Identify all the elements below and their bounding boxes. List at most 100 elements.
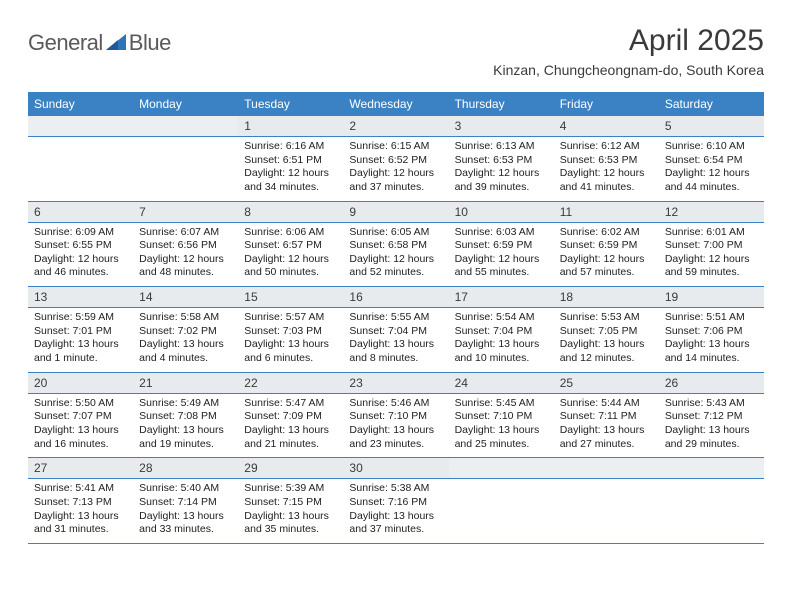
day-number: 26 [659,373,764,393]
day-data: Sunrise: 5:45 AMSunset: 7:10 PMDaylight:… [449,394,554,458]
day-data: Sunrise: 5:40 AMSunset: 7:14 PMDaylight:… [133,479,238,543]
day-data: Sunrise: 5:59 AMSunset: 7:01 PMDaylight:… [28,308,133,372]
day-number: 16 [343,287,448,307]
day-number: 4 [554,116,659,136]
day-data-cell: Sunrise: 5:47 AMSunset: 7:09 PMDaylight:… [238,393,343,458]
day-number: 30 [343,458,448,478]
day-number: 9 [343,202,448,222]
day-number-cell: 17 [449,287,554,308]
day-number: 20 [28,373,133,393]
day-data [554,479,659,539]
day-number-cell [554,458,659,479]
day-number-cell: 3 [449,116,554,137]
day-number: 6 [28,202,133,222]
day-data-cell: Sunrise: 5:59 AMSunset: 7:01 PMDaylight:… [28,308,133,373]
day-number-cell: 22 [238,372,343,393]
day-number: 7 [133,202,238,222]
day-data-cell: Sunrise: 5:39 AMSunset: 7:15 PMDaylight:… [238,479,343,544]
day-data: Sunrise: 6:05 AMSunset: 6:58 PMDaylight:… [343,223,448,287]
day-data: Sunrise: 5:54 AMSunset: 7:04 PMDaylight:… [449,308,554,372]
day-number: 17 [449,287,554,307]
weekday-header-cell: Monday [133,92,238,116]
day-number: 19 [659,287,764,307]
day-data: Sunrise: 6:07 AMSunset: 6:56 PMDaylight:… [133,223,238,287]
day-data: Sunrise: 6:12 AMSunset: 6:53 PMDaylight:… [554,137,659,201]
day-number [133,116,238,136]
day-data-cell: Sunrise: 6:03 AMSunset: 6:59 PMDaylight:… [449,222,554,287]
day-data-cell: Sunrise: 5:40 AMSunset: 7:14 PMDaylight:… [133,479,238,544]
day-number: 22 [238,373,343,393]
day-number: 10 [449,202,554,222]
day-data-cell [28,137,133,202]
weekday-header-cell: Tuesday [238,92,343,116]
day-data-cell: Sunrise: 5:38 AMSunset: 7:16 PMDaylight:… [343,479,448,544]
day-data-cell: Sunrise: 5:58 AMSunset: 7:02 PMDaylight:… [133,308,238,373]
calendar-page: General Blue April 2025 Kinzan, Chungche… [0,0,792,564]
title-block: April 2025 Kinzan, Chungcheongnam-do, So… [493,24,764,88]
day-number-cell: 1 [238,116,343,137]
day-data-cell: Sunrise: 5:46 AMSunset: 7:10 PMDaylight:… [343,393,448,458]
day-data: Sunrise: 6:10 AMSunset: 6:54 PMDaylight:… [659,137,764,201]
day-data-cell: Sunrise: 6:15 AMSunset: 6:52 PMDaylight:… [343,137,448,202]
day-data-cell [449,479,554,544]
day-data-cell [133,137,238,202]
day-number-cell: 14 [133,287,238,308]
weekday-header-cell: Wednesday [343,92,448,116]
day-data: Sunrise: 5:50 AMSunset: 7:07 PMDaylight:… [28,394,133,458]
day-data-cell: Sunrise: 5:44 AMSunset: 7:11 PMDaylight:… [554,393,659,458]
day-data-cell: Sunrise: 5:55 AMSunset: 7:04 PMDaylight:… [343,308,448,373]
day-number: 27 [28,458,133,478]
day-data: Sunrise: 6:01 AMSunset: 7:00 PMDaylight:… [659,223,764,287]
day-data: Sunrise: 6:03 AMSunset: 6:59 PMDaylight:… [449,223,554,287]
logo-text-part1: General [28,30,103,56]
day-data: Sunrise: 6:09 AMSunset: 6:55 PMDaylight:… [28,223,133,287]
day-number: 18 [554,287,659,307]
day-number-cell: 25 [554,372,659,393]
day-data-cell: Sunrise: 6:05 AMSunset: 6:58 PMDaylight:… [343,222,448,287]
day-data: Sunrise: 5:43 AMSunset: 7:12 PMDaylight:… [659,394,764,458]
day-data-cell: Sunrise: 6:09 AMSunset: 6:55 PMDaylight:… [28,222,133,287]
day-number-cell: 29 [238,458,343,479]
day-data-cell: Sunrise: 6:06 AMSunset: 6:57 PMDaylight:… [238,222,343,287]
day-number: 25 [554,373,659,393]
day-number-cell: 30 [343,458,448,479]
day-data-cell: Sunrise: 5:49 AMSunset: 7:08 PMDaylight:… [133,393,238,458]
day-number-cell: 20 [28,372,133,393]
day-data: Sunrise: 5:44 AMSunset: 7:11 PMDaylight:… [554,394,659,458]
day-data: Sunrise: 6:15 AMSunset: 6:52 PMDaylight:… [343,137,448,201]
day-data [449,479,554,539]
day-number-cell: 7 [133,201,238,222]
day-data-cell: Sunrise: 6:13 AMSunset: 6:53 PMDaylight:… [449,137,554,202]
day-data-cell: Sunrise: 5:41 AMSunset: 7:13 PMDaylight:… [28,479,133,544]
day-data: Sunrise: 6:16 AMSunset: 6:51 PMDaylight:… [238,137,343,201]
day-number: 28 [133,458,238,478]
page-title: April 2025 [493,24,764,58]
day-number-cell: 10 [449,201,554,222]
day-number-cell: 8 [238,201,343,222]
calendar-table: SundayMondayTuesdayWednesdayThursdayFrid… [28,92,764,544]
day-data: Sunrise: 5:38 AMSunset: 7:16 PMDaylight:… [343,479,448,543]
day-number: 3 [449,116,554,136]
day-data: Sunrise: 5:57 AMSunset: 7:03 PMDaylight:… [238,308,343,372]
logo: General Blue [28,30,171,56]
day-number: 11 [554,202,659,222]
day-data: Sunrise: 5:53 AMSunset: 7:05 PMDaylight:… [554,308,659,372]
day-number [554,458,659,478]
weekday-header-cell: Thursday [449,92,554,116]
day-number: 23 [343,373,448,393]
day-number-cell: 4 [554,116,659,137]
day-number: 14 [133,287,238,307]
day-data: Sunrise: 6:06 AMSunset: 6:57 PMDaylight:… [238,223,343,287]
day-data [659,479,764,539]
day-number-cell: 15 [238,287,343,308]
day-data-cell [554,479,659,544]
day-number-cell: 18 [554,287,659,308]
weekday-header-cell: Sunday [28,92,133,116]
day-data: Sunrise: 5:41 AMSunset: 7:13 PMDaylight:… [28,479,133,543]
day-number-cell: 13 [28,287,133,308]
weekday-header-cell: Friday [554,92,659,116]
day-number: 5 [659,116,764,136]
location-subtitle: Kinzan, Chungcheongnam-do, South Korea [493,62,764,78]
day-data: Sunrise: 5:49 AMSunset: 7:08 PMDaylight:… [133,394,238,458]
day-data [28,137,133,197]
